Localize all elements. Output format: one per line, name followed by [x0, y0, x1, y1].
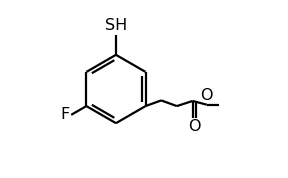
Text: O: O [200, 88, 213, 103]
Text: SH: SH [105, 18, 127, 33]
Text: O: O [188, 119, 200, 134]
Text: F: F [60, 107, 70, 122]
